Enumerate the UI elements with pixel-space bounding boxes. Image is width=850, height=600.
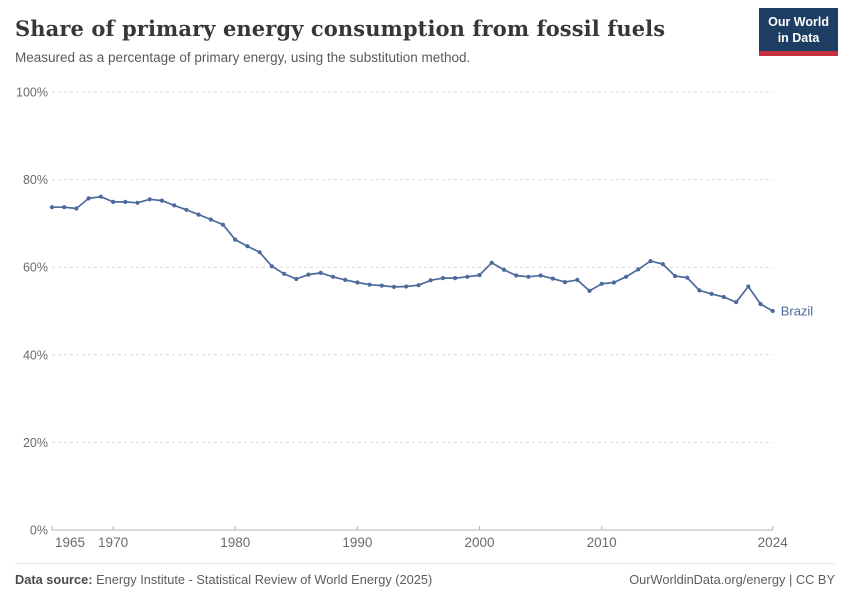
data-point[interactable] — [147, 197, 152, 202]
owid-logo-line1: Our World — [768, 15, 829, 29]
data-point[interactable] — [49, 205, 55, 210]
data-point[interactable] — [416, 283, 421, 288]
y-axis-label: 80% — [23, 173, 48, 187]
x-axis-label: 1980 — [220, 535, 250, 550]
data-source: Data source: Energy Institute - Statisti… — [15, 572, 432, 587]
data-point[interactable] — [660, 262, 665, 267]
data-point[interactable] — [758, 301, 763, 307]
data-point[interactable] — [746, 284, 751, 289]
owid-logo[interactable]: Our World in Data — [759, 8, 838, 56]
data-point[interactable] — [172, 203, 177, 208]
data-point[interactable] — [428, 278, 433, 283]
data-point[interactable] — [465, 274, 470, 279]
data-point[interactable] — [306, 272, 311, 277]
data-point[interactable] — [440, 276, 445, 281]
data-point[interactable] — [501, 267, 507, 272]
data-point[interactable] — [379, 283, 384, 288]
data-point[interactable] — [245, 244, 250, 249]
data-point[interactable] — [62, 205, 67, 210]
data-point[interactable] — [526, 274, 531, 279]
data-point[interactable] — [135, 200, 140, 205]
data-point[interactable] — [196, 212, 201, 217]
data-point[interactable] — [208, 217, 213, 222]
data-point[interactable] — [74, 206, 79, 211]
data-point[interactable] — [184, 207, 189, 212]
data-point[interactable] — [257, 250, 262, 255]
data-point[interactable] — [282, 271, 287, 276]
owid-logo-line2: in Data — [777, 31, 820, 46]
data-point[interactable] — [367, 282, 372, 287]
data-point[interactable] — [721, 294, 726, 300]
data-point[interactable] — [343, 277, 348, 282]
page-title: Share of primary energy consumption from… — [15, 16, 666, 41]
data-point[interactable] — [587, 288, 592, 293]
data-point[interactable] — [111, 199, 116, 204]
data-point[interactable] — [611, 280, 617, 285]
x-axis-label: 1970 — [98, 535, 128, 550]
data-point[interactable] — [220, 222, 226, 227]
data-point[interactable] — [453, 276, 458, 281]
owid-credit-link[interactable]: OurWorldinData.org/energy | CC BY — [629, 572, 835, 587]
data-point[interactable] — [562, 280, 568, 285]
data-point[interactable] — [98, 194, 103, 199]
data-point[interactable] — [697, 288, 702, 293]
trend-line — [51, 195, 774, 312]
y-axis-label: 40% — [23, 348, 48, 362]
data-point[interactable] — [514, 273, 519, 278]
y-axis-label: 0% — [30, 524, 48, 538]
chart-footer: Data source: Energy Institute - Statisti… — [15, 563, 835, 600]
data-source-text: Energy Institute - Statistical Review of… — [92, 572, 433, 587]
data-point[interactable] — [404, 284, 409, 289]
data-point[interactable] — [233, 237, 238, 242]
data-source-label: Data source: — [15, 572, 93, 587]
data-point[interactable] — [489, 260, 494, 265]
data-point[interactable] — [294, 276, 299, 282]
chart-subtitle: Measured as a percentage of primary ener… — [15, 50, 471, 66]
data-point[interactable] — [123, 199, 128, 204]
data-point[interactable] — [575, 277, 580, 282]
x-axis-label: 2000 — [465, 535, 495, 550]
data-point[interactable] — [770, 308, 775, 314]
data-point[interactable] — [685, 275, 690, 280]
x-axis-label: 1990 — [342, 535, 372, 550]
data-point[interactable] — [672, 273, 678, 279]
data-point[interactable] — [159, 198, 164, 203]
data-point[interactable] — [648, 259, 653, 264]
y-axis-label: 20% — [23, 436, 48, 450]
data-point[interactable] — [636, 267, 641, 272]
y-axis-label: 60% — [23, 261, 48, 275]
data-point[interactable] — [734, 300, 739, 305]
chart-header: Share of primary energy consumption from… — [0, 0, 850, 65]
y-axis-label: 100% — [16, 86, 48, 100]
data-point[interactable] — [477, 273, 482, 278]
data-point[interactable] — [550, 276, 555, 281]
data-point[interactable] — [709, 291, 714, 296]
data-point[interactable] — [538, 273, 543, 278]
data-point[interactable] — [330, 274, 336, 279]
data-point[interactable] — [624, 274, 629, 279]
data-point[interactable] — [86, 196, 91, 201]
series-label[interactable]: Brazil — [781, 304, 814, 319]
data-point[interactable] — [599, 281, 604, 286]
data-point[interactable] — [318, 270, 323, 275]
data-point[interactable] — [391, 284, 397, 289]
x-axis-label: 2010 — [587, 535, 617, 550]
x-axis-label: 1965 — [55, 535, 85, 550]
x-axis-label: 2024 — [758, 535, 789, 550]
data-point[interactable] — [355, 280, 360, 285]
data-point[interactable] — [269, 264, 274, 269]
